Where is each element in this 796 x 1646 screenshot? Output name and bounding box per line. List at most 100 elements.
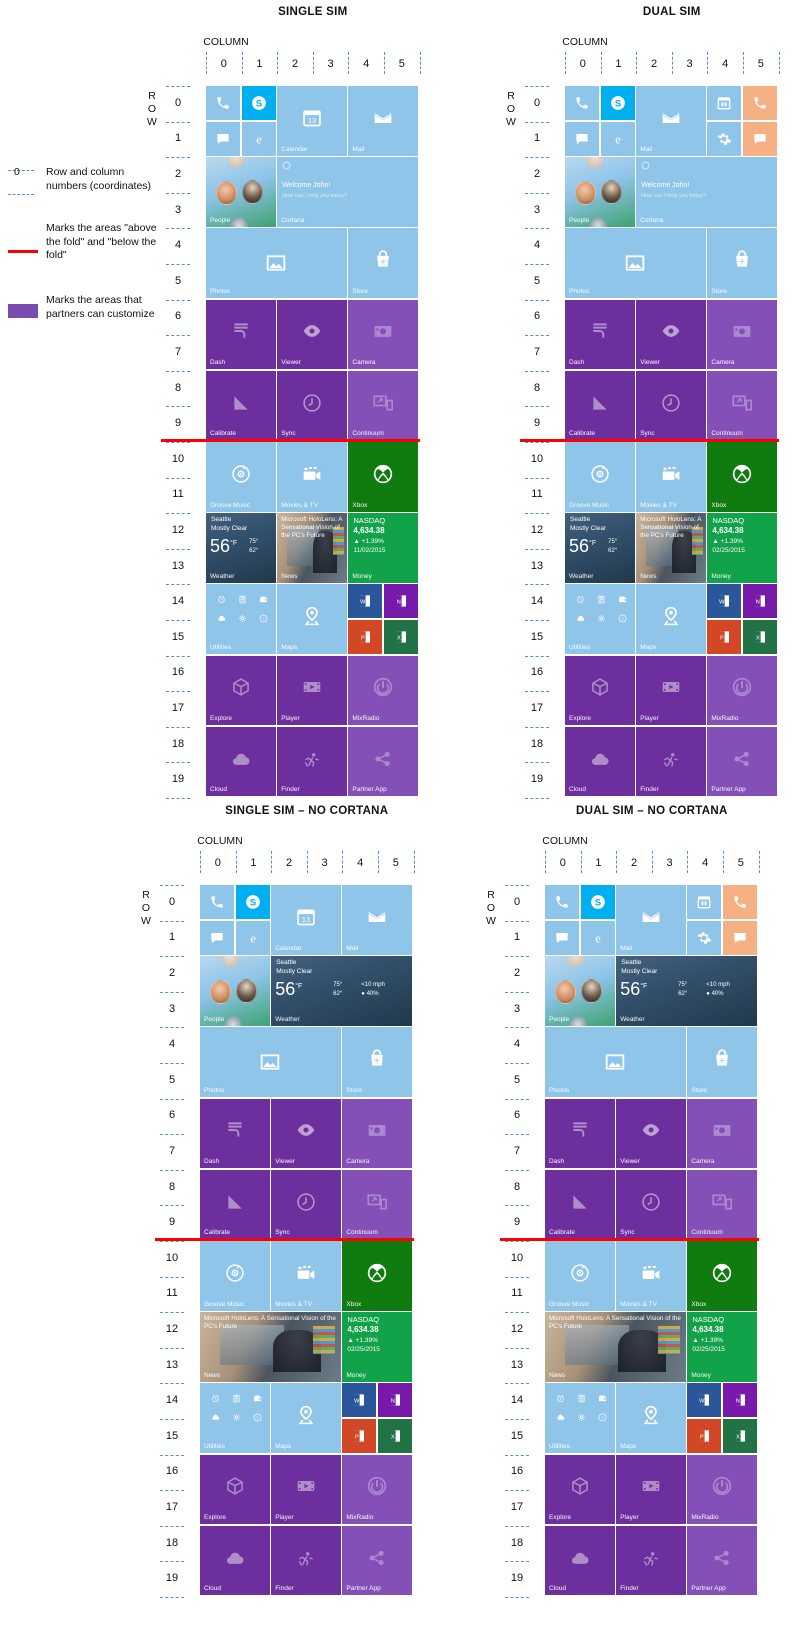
tile-excel[interactable]: X xyxy=(384,620,418,654)
tile-edge[interactable]: e xyxy=(600,121,635,156)
tile-calendar[interactable] xyxy=(707,86,742,120)
tile-explore[interactable]: Explore xyxy=(565,655,635,726)
tile-settings[interactable] xyxy=(687,920,722,955)
tile-word[interactable]: W xyxy=(707,584,742,619)
tile-xbox[interactable]: Xbox xyxy=(342,1241,412,1311)
tile-onenote[interactable]: N xyxy=(743,584,777,619)
tile-mixradio[interactable]: MixRadio xyxy=(342,1454,412,1525)
tile-continuum[interactable]: Continuum xyxy=(707,370,777,441)
tile-groove-music[interactable]: Groove Music xyxy=(206,442,276,512)
tile-camera[interactable]: Camera xyxy=(707,299,777,370)
tile-viewer[interactable]: Viewer xyxy=(271,1098,341,1169)
tile-maps[interactable]: Maps xyxy=(636,584,706,654)
tile-people[interactable]: People xyxy=(565,157,635,227)
tile-movies-tv[interactable]: Movies & TV xyxy=(271,1241,341,1311)
tile-phone[interactable] xyxy=(200,885,234,919)
tile-weather[interactable]: Seattle Mostly Clear 56°F 75° 62° <10 mph ● 40… xyxy=(616,956,757,1026)
tile-phone[interactable] xyxy=(565,86,599,120)
tile-movies-tv[interactable]: Movies & TV xyxy=(616,1241,686,1311)
tile-mixradio[interactable]: MixRadio xyxy=(348,655,418,726)
tile-explore[interactable]: Explore xyxy=(206,655,276,726)
tile-maps[interactable]: Maps xyxy=(616,1383,686,1453)
tile-excel[interactable]: X xyxy=(378,1419,412,1453)
tile-store[interactable]: Store xyxy=(707,228,777,298)
tile-skype[interactable]: S xyxy=(600,86,635,120)
tile-finder[interactable]: Finder xyxy=(616,1525,686,1596)
tile-calibrate[interactable]: Calibrate xyxy=(565,370,635,441)
tile-utilities[interactable]: ? Utilities xyxy=(206,584,276,654)
tile-messaging[interactable] xyxy=(206,121,240,156)
tile-onenote[interactable]: N xyxy=(723,1383,757,1418)
tile-dash[interactable]: Dash xyxy=(206,299,276,370)
tile-utilities[interactable]: ? Utilities xyxy=(545,1383,615,1453)
tile-finder[interactable]: Finder xyxy=(277,726,347,797)
tile-word[interactable]: W xyxy=(348,584,383,619)
tile-edge[interactable]: e xyxy=(241,121,276,156)
tile-store[interactable]: Store xyxy=(342,1027,412,1097)
tile-phone-2[interactable] xyxy=(743,86,777,120)
tile-viewer[interactable]: Viewer xyxy=(616,1098,686,1169)
tile-player[interactable]: Player xyxy=(277,655,347,726)
tile-mail[interactable]: Mail xyxy=(342,885,412,955)
tile-partner-app[interactable]: Partner App xyxy=(707,726,777,797)
tile-calibrate[interactable]: Calibrate xyxy=(545,1169,615,1240)
tile-calendar[interactable]: 13 Calendar xyxy=(271,885,341,955)
tile-cortana[interactable]: Welcome John! How can I help you today? Co… xyxy=(277,157,418,227)
tile-dash[interactable]: Dash xyxy=(545,1098,615,1169)
tile-store[interactable]: Store xyxy=(687,1027,757,1097)
tile-phone-2[interactable] xyxy=(723,885,757,919)
tile-cloud[interactable]: Cloud xyxy=(565,726,635,797)
tile-news[interactable]: Microsoft HoloLens: A Sensational Vision… xyxy=(636,513,706,583)
tile-messaging[interactable] xyxy=(545,920,579,955)
tile-camera[interactable]: Camera xyxy=(687,1098,757,1169)
tile-camera[interactable]: Camera xyxy=(348,299,418,370)
tile-messaging-2[interactable] xyxy=(743,121,777,156)
tile-finder[interactable]: Finder xyxy=(271,1525,341,1596)
tile-explore[interactable]: Explore xyxy=(200,1454,270,1525)
tile-onenote[interactable]: N xyxy=(384,584,418,619)
tile-onenote[interactable]: N xyxy=(378,1383,412,1418)
tile-utilities[interactable]: ? Utilities xyxy=(565,584,635,654)
tile-sync[interactable]: Sync xyxy=(271,1169,341,1240)
tile-groove-music[interactable]: Groove Music xyxy=(545,1241,615,1311)
tile-news[interactable]: Microsoft HoloLens: A Sensational Vision… xyxy=(545,1312,686,1382)
tile-skype[interactable]: S xyxy=(235,885,270,919)
tile-player[interactable]: Player xyxy=(636,655,706,726)
tile-money[interactable]: NASDAQ 4,634.38 ▲ +1.39% 02/25/2015 Money xyxy=(687,1312,757,1382)
tile-calibrate[interactable]: Calibrate xyxy=(200,1169,270,1240)
tile-groove-music[interactable]: Groove Music xyxy=(200,1241,270,1311)
tile-dash[interactable]: Dash xyxy=(200,1098,270,1169)
tile-maps[interactable]: Maps xyxy=(271,1383,341,1453)
tile-money[interactable]: NASDAQ 4,634.38 ▲ +1.39% 02/25/2015 Money xyxy=(707,513,777,583)
tile-player[interactable]: Player xyxy=(271,1454,341,1525)
tile-calendar[interactable]: 13 Calendar xyxy=(277,86,347,156)
tile-mail[interactable]: Mail xyxy=(636,86,706,156)
tile-weather[interactable]: Seattle Mostly Clear 56°F 75° 62° <10 mph ● 40… xyxy=(271,956,412,1026)
tile-sync[interactable]: Sync xyxy=(616,1169,686,1240)
tile-continuum[interactable]: Continuum xyxy=(348,370,418,441)
tile-weather[interactable]: Seattle Mostly Clear 56°F 75° 62° Weather xyxy=(565,513,635,583)
tile-cloud[interactable]: Cloud xyxy=(545,1525,615,1596)
tile-xbox[interactable]: Xbox xyxy=(707,442,777,512)
tile-messaging-2[interactable] xyxy=(723,920,757,955)
tile-photos[interactable]: Photos xyxy=(545,1027,686,1097)
tile-continuum[interactable]: Continuum xyxy=(342,1169,412,1240)
tile-messaging[interactable] xyxy=(565,121,599,156)
tile-word[interactable]: W xyxy=(687,1383,722,1418)
tile-phone[interactable] xyxy=(545,885,579,919)
tile-people[interactable]: People xyxy=(206,157,276,227)
tile-mail[interactable]: Mail xyxy=(616,885,686,955)
tile-cortana[interactable]: Welcome John! How can I help you today? Co… xyxy=(636,157,777,227)
tile-messaging[interactable] xyxy=(200,920,234,955)
tile-phone[interactable] xyxy=(206,86,240,120)
tile-sync[interactable]: Sync xyxy=(636,370,706,441)
tile-camera[interactable]: Camera xyxy=(342,1098,412,1169)
tile-calendar[interactable] xyxy=(687,885,722,919)
tile-people[interactable]: People xyxy=(200,956,270,1026)
tile-utilities[interactable]: ? Utilities xyxy=(200,1383,270,1453)
tile-edge[interactable]: e xyxy=(580,920,615,955)
tile-movies-tv[interactable]: Movies & TV xyxy=(277,442,347,512)
tile-settings[interactable] xyxy=(707,121,742,156)
tile-word[interactable]: W xyxy=(342,1383,377,1418)
tile-money[interactable]: NASDAQ 4,634.38 ▲ +1.39% 11/02/2015 Money xyxy=(348,513,418,583)
